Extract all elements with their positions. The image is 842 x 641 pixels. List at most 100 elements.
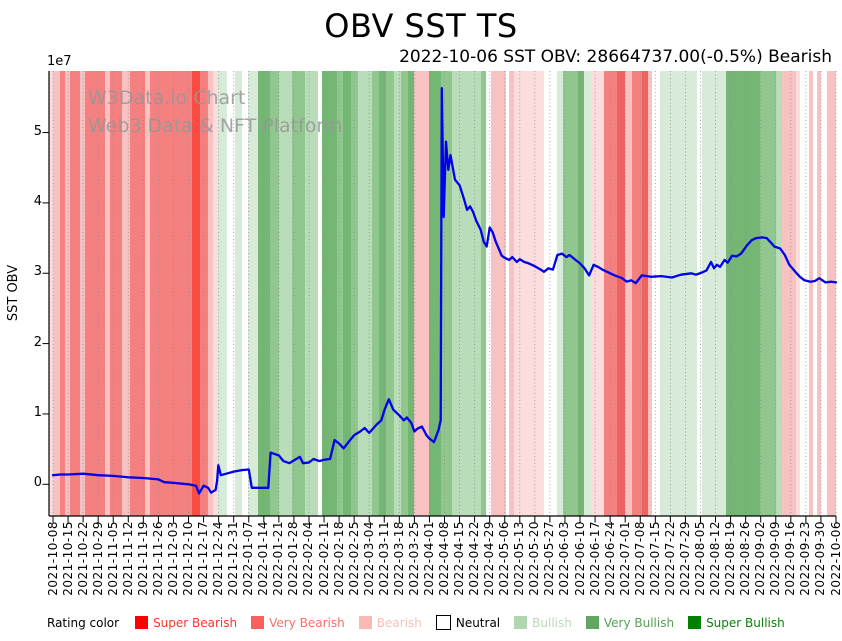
rating-band-vbu [372, 71, 379, 516]
rating-band-bl [49, 71, 53, 516]
y-tick-label: 5 [33, 123, 42, 139]
x-tick-label: 2021-12-10 [181, 521, 196, 596]
rating-band-b [208, 71, 213, 516]
x-tick-label: 2021-12-17 [196, 521, 211, 596]
obv-line [51, 87, 838, 495]
x-tick-label: 2022-02-11 [316, 521, 331, 596]
legend-label: Bearish [376, 615, 422, 630]
rating-band-n [821, 71, 827, 516]
rating-band-b [491, 71, 506, 516]
rating-band-bul [584, 71, 591, 516]
rating-band-bu [776, 71, 782, 516]
x-tick-label: 2022-09-02 [753, 521, 768, 596]
y-tick-marks [42, 132, 49, 485]
legend-item-bearish: Bearish [358, 615, 422, 630]
legend-label: Very Bearish [269, 615, 345, 630]
legend-swatch [514, 616, 528, 629]
rating-band-bul [248, 71, 258, 516]
x-tick-label: 2022-10-06 [828, 521, 842, 596]
rating-band-bul [660, 71, 697, 516]
rating-band-vbu [292, 71, 305, 516]
x-tick-label: 2022-02-18 [331, 521, 346, 596]
rating-band-vb [130, 71, 145, 516]
rating-band-vb [110, 71, 122, 516]
x-tick-label: 2022-09-09 [768, 521, 783, 596]
x-tick-label: 2022-01-28 [286, 521, 301, 596]
x-tick-label: 2022-06-03 [557, 521, 572, 596]
x-tick-label: 2022-09-30 [813, 521, 828, 596]
x-tick-label: 2021-10-15 [60, 521, 75, 596]
rating-band-vbu [563, 71, 578, 516]
rating-band-n [697, 71, 702, 516]
rating-band-b [80, 71, 85, 516]
rating-band-b [414, 71, 429, 516]
rating-band-b [625, 71, 632, 516]
y-tick-label: 1 [33, 404, 42, 420]
x-tick-label: 2021-10-08 [45, 521, 60, 596]
rating-band-vbu [481, 71, 486, 516]
rating-band-vbu2 [258, 71, 270, 516]
rating-band-bu [358, 71, 372, 516]
x-tick-label: 2022-06-24 [602, 521, 617, 596]
rating-band-bl [796, 71, 800, 516]
x-tick-label: 2022-02-04 [301, 521, 316, 596]
rating-band-n [242, 71, 248, 516]
x-tick-marks [52, 516, 837, 523]
legend-swatch [135, 616, 149, 629]
rating-band-b [122, 71, 130, 516]
legend-item-very-bullish: Very Bullish [585, 615, 675, 630]
x-tick-label: 2022-02-25 [346, 521, 361, 596]
rating-band-bl [514, 71, 544, 516]
x-tick-label: 2022-04-08 [437, 521, 451, 596]
y-tick-label: 0 [33, 475, 42, 491]
rating-band-vb [632, 71, 642, 516]
x-tick-label: 2021-12-03 [165, 521, 180, 596]
watermark-line-1: W3Data.io Chart [88, 87, 246, 109]
y-axis-scale-label: 1e7 [47, 54, 72, 69]
rating-band-b [782, 71, 796, 516]
x-tick-label: 2022-09-16 [783, 521, 798, 596]
legend-swatch [688, 616, 702, 629]
rating-band-bu [394, 71, 401, 516]
legend-swatch [435, 615, 451, 630]
x-tick-label: 2022-03-11 [376, 521, 391, 596]
rating-band-vbu2 [343, 71, 351, 516]
legend-item-bullish: Bullish [514, 616, 572, 630]
x-tick-label: 2021-11-05 [105, 521, 120, 596]
legend-label: Neutral [455, 615, 501, 630]
x-tick-label: 2022-03-18 [391, 521, 406, 596]
y-axis-title: SST OBV [6, 264, 21, 322]
rating-band-vb [60, 71, 65, 516]
legend-item-neutral: Neutral [435, 615, 501, 630]
legend-swatch [251, 616, 265, 629]
x-tick-label: 2022-07-29 [677, 521, 692, 596]
x-tick-label: 2021-11-26 [150, 521, 165, 596]
rating-band-bul [218, 71, 227, 516]
rating-band-vbu [401, 71, 408, 516]
rating-band-b [827, 71, 836, 516]
legend-item-very-bearish: Very Bearish [251, 616, 345, 630]
rating-band-b [105, 71, 110, 516]
x-tick-label: 2022-05-13 [512, 521, 527, 596]
legend-item-super-bearish: Super Bearish [135, 616, 237, 630]
rating-band-n [652, 71, 660, 516]
x-tick-label: 2021-10-29 [90, 521, 105, 596]
legend-label: Super Bearish [153, 615, 238, 630]
rating-band-bul [702, 71, 726, 516]
legend-label: Very Bullish [603, 615, 675, 630]
rating-band-vbu2 [429, 71, 441, 516]
rating-band-sb [192, 71, 200, 516]
rating-band-vbu2 [578, 71, 584, 516]
x-tick-label: 2021-10-22 [75, 521, 90, 596]
watermark-line-2: Web3 Data & NFT Platform [88, 115, 343, 137]
rating-band-vbu2 [408, 71, 414, 516]
rating-band-n [544, 71, 557, 516]
x-tick-label: 2022-07-15 [647, 521, 662, 596]
rating-band-n [227, 71, 235, 516]
rating-band-bu [305, 71, 318, 516]
x-tick-label: 2022-08-19 [723, 521, 738, 596]
x-tick-label: 2022-07-22 [662, 521, 677, 596]
x-tick-label: 2022-05-06 [497, 521, 512, 596]
